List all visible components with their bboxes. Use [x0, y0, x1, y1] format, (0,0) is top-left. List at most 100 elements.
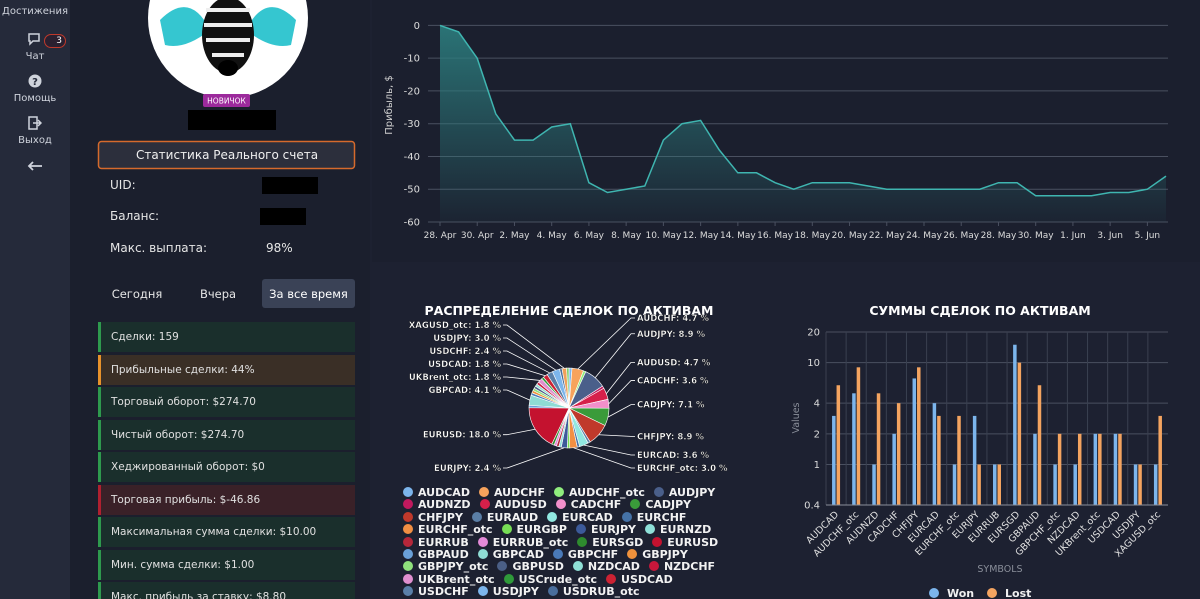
legend-text: AUDCHF [493, 486, 545, 499]
bar [972, 415, 977, 505]
legend-item[interactable]: EURCHF_otc [403, 524, 493, 536]
x-tick-label: 26. May [943, 231, 979, 241]
legend-item[interactable]: NZDCAD [572, 561, 640, 573]
y-tick-label: 2 [814, 429, 820, 440]
x-tick-label: 1. Jun [1060, 231, 1086, 241]
legend-item[interactable]: USDCAD [606, 572, 673, 586]
legend-item[interactable]: USCrude_otc [503, 573, 597, 586]
legend-item[interactable]: NZDCHF [648, 561, 715, 573]
legend-text: USDCAD [621, 572, 673, 586]
bar [912, 378, 917, 505]
legend-text: AUDJPY [668, 486, 716, 499]
leader-line [503, 447, 565, 469]
legend-item[interactable]: EURGBP [501, 524, 567, 536]
stat-row: Макс. прибыль за ставку: $8.80 [98, 582, 355, 599]
legend-swatch [575, 524, 586, 535]
legend-swatch [621, 511, 632, 522]
legend-item[interactable]: USDCHF [403, 586, 469, 598]
legend-text: GBPCAD [492, 548, 544, 562]
legend-item[interactable]: CHFJPY [403, 511, 463, 524]
bar [1158, 415, 1162, 505]
legend-item[interactable]: USDRUB_otc [547, 585, 640, 599]
bar [1013, 344, 1017, 505]
legend-item[interactable]: CADCHF [555, 499, 621, 511]
x-tick-label: 5. Jun [1135, 231, 1161, 241]
legend-swatch [403, 524, 413, 535]
y-tick-label: 0 [414, 21, 420, 32]
help-icon: ? [28, 74, 42, 88]
data-label: EURUSD: 18.0 % [423, 431, 502, 441]
tab[interactable]: Сегодня [112, 287, 163, 301]
bar [1093, 433, 1098, 505]
data-label: XAGUSD_otc: 1.8 % [409, 321, 502, 331]
legend-item[interactable]: AUDCHF [478, 486, 545, 499]
legend-item[interactable]: CADJPY [630, 499, 691, 511]
legend-item[interactable]: EURCAD [547, 511, 613, 524]
legend-item[interactable]: AUDJPY [653, 486, 716, 499]
nav-exit[interactable]: Выход [18, 135, 52, 146]
bar [993, 464, 997, 505]
legend-item[interactable]: EURCHF [621, 511, 686, 524]
legend-item[interactable]: EURUSD [652, 536, 718, 549]
legend-item[interactable]: GBPUSD [497, 560, 564, 574]
bar [1118, 433, 1122, 505]
legend-text: GBPUSD [512, 560, 564, 574]
bar [1017, 362, 1022, 505]
legend-item[interactable]: AUDUSD [479, 499, 547, 511]
legend-item[interactable]: GBPJPY [627, 548, 688, 561]
legend-item[interactable]: EURRUB_otc [477, 536, 568, 549]
legend-text: USDRUB_otc [562, 585, 640, 599]
legend-swatch [403, 561, 413, 572]
nav-achievements[interactable]: Достижения [2, 6, 68, 17]
collapse-arrow[interactable] [27, 160, 43, 172]
data-label: AUDCHF: 4.7 % [637, 314, 709, 324]
x-tick-label: 24. May [906, 231, 942, 241]
y-tick-label: 10 [807, 358, 820, 369]
data-label: CADCHF: 3.6 % [637, 377, 709, 387]
legend-text: AUDNZD [418, 498, 471, 512]
x-tick-label: 18. May [794, 231, 830, 241]
legend-item[interactable]: GBPCHF [552, 548, 619, 562]
legend-text: GBPJPY_otc [418, 560, 489, 574]
legend-item[interactable]: UKBrent_otc [403, 573, 495, 586]
legend-swatch [577, 536, 588, 547]
legend-swatch [403, 487, 413, 497]
legend-item[interactable]: GBPCAD [477, 548, 544, 562]
account-button-text[interactable]: Статистика Реального счета [136, 148, 318, 162]
data-label: EURCAD: 3.6 % [637, 451, 710, 461]
legend-item[interactable]: GBPAUD [403, 548, 469, 561]
account-button[interactable] [97, 140, 356, 170]
legend-item[interactable]: AUDNZD [403, 499, 471, 511]
y-tick-label: 1 [814, 460, 820, 471]
stat-row: Мин. сумма сделки: $1.00 [98, 549, 355, 580]
bar [836, 385, 841, 505]
bar [957, 415, 961, 505]
legend-item[interactable]: AUDCHF_otc [554, 486, 645, 499]
exit-icon [28, 116, 42, 130]
legend-swatch [572, 561, 583, 572]
y-tick-label: -60 [404, 218, 420, 229]
legend-item[interactable]: EURNZD [645, 524, 711, 536]
legend-text[interactable]: Won [947, 587, 974, 599]
leader-line [503, 376, 541, 381]
legend-item[interactable]: EURRUB [403, 536, 469, 549]
tab[interactable]: Вчера [200, 287, 236, 301]
legend-text[interactable]: Lost [1005, 587, 1031, 599]
legend-item[interactable]: USDJPY [477, 586, 539, 598]
tab-active[interactable]: За все время [269, 287, 348, 301]
legend-item[interactable]: EURSGD [577, 536, 643, 549]
chart-title: РАСПРЕДЕЛЕНИЕ СДЕЛОК ПО АКТИВАМ [425, 303, 714, 318]
legend-item[interactable]: AUDCAD [403, 486, 470, 499]
field-value: 98% [266, 241, 293, 255]
field-label: UID: [110, 178, 136, 192]
legend-item[interactable]: GBPJPY_otc [403, 561, 488, 573]
stat-row: Сделки: 159 [98, 322, 355, 352]
nav-help[interactable]: Помощь [13, 93, 57, 104]
legend-text: GBPCHF [567, 548, 619, 562]
legend-item[interactable]: EURAUD [471, 511, 538, 524]
nav-chat[interactable]: Чат [25, 51, 45, 62]
bar [932, 403, 937, 505]
legend-text: XAGUSD_otc [418, 598, 495, 599]
legend-item[interactable]: EURJPY [575, 524, 636, 536]
x-tick-label: 6. May [574, 231, 605, 241]
